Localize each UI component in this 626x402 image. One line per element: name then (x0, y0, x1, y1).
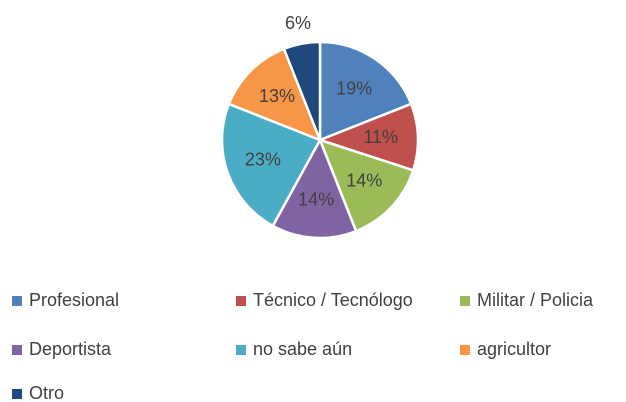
legend-label: Técnico / Tecnólogo (253, 290, 413, 310)
data-label: 23% (245, 149, 281, 169)
pie-slice (282, 40, 322, 141)
legend-label: no sabe aún (253, 339, 352, 359)
legend-label: Profesional (29, 290, 119, 310)
legend-swatch (460, 296, 470, 306)
pie-slice (316, 102, 420, 172)
legend-swatch (12, 296, 22, 306)
pie-slice (227, 47, 323, 143)
legend-label: Militar / Policia (477, 290, 594, 310)
data-label: 11% (363, 127, 398, 147)
legend-label: Deportista (29, 339, 112, 359)
data-label: 19% (336, 78, 372, 98)
data-label: 6% (285, 13, 311, 33)
legend-swatch (460, 345, 470, 355)
legend-swatch (12, 345, 22, 355)
legend-label: Otro (29, 383, 64, 402)
pie-slice (317, 137, 415, 233)
legend-swatch (236, 345, 246, 355)
data-label: 14% (298, 189, 334, 209)
legend-swatch (236, 296, 246, 306)
pie-slice (271, 137, 358, 240)
data-label: 13% (259, 86, 295, 106)
legend-swatch (12, 389, 22, 399)
pie-slice (318, 40, 413, 142)
legend-label: agricultor (477, 339, 551, 359)
pie-slice (220, 102, 322, 228)
data-label: 14% (346, 170, 382, 190)
